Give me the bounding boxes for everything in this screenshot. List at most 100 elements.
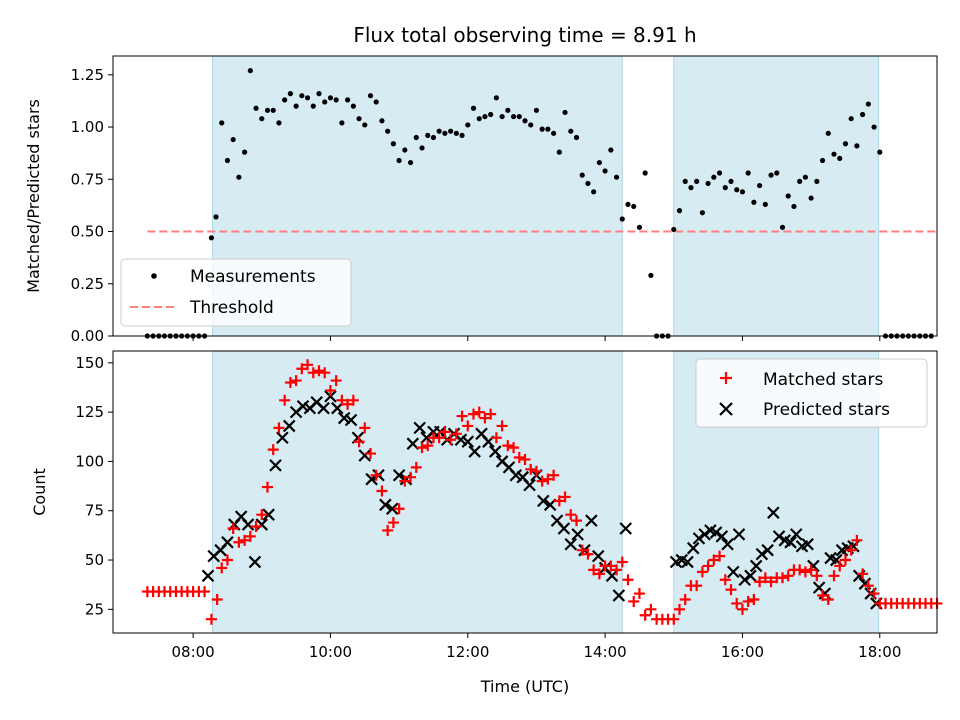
matched-star-point [221,554,233,566]
matched-star-point [851,534,863,546]
matched-star-point [708,554,720,566]
measurement-point [568,128,574,134]
measurement-point [270,107,276,113]
measurement-point [636,224,643,230]
y-tick-label: 0.50 [71,223,104,241]
matched-star-point [416,442,428,454]
predicted-star-point [727,565,740,579]
predicted-star-point [255,518,269,531]
y-tick-label: 150 [75,354,104,372]
predicted-star-point [686,541,700,555]
predicted-star-point [557,522,571,535]
matched-star-point [227,522,239,534]
measurement-point [419,145,425,151]
measurement-point [345,97,351,103]
matched-star-point [342,398,354,410]
measurement-point [402,147,408,153]
measurement-point [602,168,608,174]
predicted-star-point [537,494,550,508]
matched-star-point [645,603,657,615]
measurement-point [848,116,854,122]
predicted-star-point [379,498,392,512]
matched-star-point [433,432,445,444]
matched-star-point [862,580,874,592]
predicted-star-point [767,506,780,519]
predicted-star-point [761,543,774,557]
x-tick-label: 18:00 [858,643,901,661]
matched-star-point [307,367,319,379]
matched-star-point [313,365,325,377]
top-x-ticks [192,336,881,341]
matched-star-point [868,588,880,600]
measurement-point [745,170,751,176]
legend-threshold-label: Threshold [189,298,274,318]
matched-star-point [279,394,291,406]
matched-star-point [536,475,548,487]
matched-star-point [754,576,766,588]
legend-matched-label: Matched stars [763,370,883,390]
measurement-point [596,159,602,166]
matched-star-point [748,593,760,605]
x-tick-label: 08:00 [171,643,214,661]
matched-star-point [639,609,651,621]
matched-star-point [450,428,462,440]
measurement-point [516,113,522,120]
matched-star-point [347,394,359,406]
matched-star-points [141,359,943,625]
measurement-point [333,97,339,103]
measurement-point [310,103,316,109]
measurement-point [556,149,562,155]
matched-star-point [828,570,840,582]
matched-star-point [456,410,468,422]
measurement-point [579,172,585,178]
predicted-star-point [523,478,536,492]
matched-star-point [674,603,685,615]
matched-star-point [731,597,743,609]
measurement-point [705,180,711,187]
measurement-point [448,128,454,134]
matched-star-point [393,503,405,515]
matched-star-point [605,560,617,572]
matched-star-point [559,491,571,503]
predicted-star-point [282,419,296,433]
measurement-point [299,93,305,99]
predicted-star-point [564,537,578,551]
x-tick-label: 12:00 [446,643,489,661]
matched-star-point [211,593,223,605]
measurement-point [739,189,746,195]
measurement-point [619,216,625,222]
y-tick-label: 100 [75,452,104,470]
predicted-star-points [201,390,883,610]
predicted-star-point [738,573,752,587]
measurement-point [339,120,345,126]
measurement-point [362,122,368,128]
measurement-point [694,178,700,184]
measurement-point [802,174,808,180]
measurement-point [379,118,385,124]
top-plot-frame [112,55,938,337]
measurement-point [442,130,448,136]
y-tick-label: 0.25 [71,275,104,293]
matched-star-point [582,548,594,560]
measurement-point [264,107,271,113]
measurement-point [854,143,860,149]
bottom-legend-box [695,358,928,428]
measurement-point [716,170,723,176]
measurement-point [425,132,431,139]
measurement-point [814,178,820,184]
measurement-point [842,141,849,147]
measurement-point [476,116,482,122]
matched-star-point [542,473,554,485]
predicted-star-point [385,502,399,516]
measurement-point [825,130,831,136]
measurement-point [774,170,780,176]
measurement-point [522,118,528,124]
measurement-point [711,174,717,180]
top-y-axis-label: Matched/Predicted stars [24,99,43,293]
measurement-point [837,155,843,161]
y-tick-label: 1.00 [71,118,104,136]
measurement-point [734,187,740,193]
y-tick-label: 25 [85,600,104,618]
measurement-point [242,149,248,155]
measurement-point [779,224,786,230]
